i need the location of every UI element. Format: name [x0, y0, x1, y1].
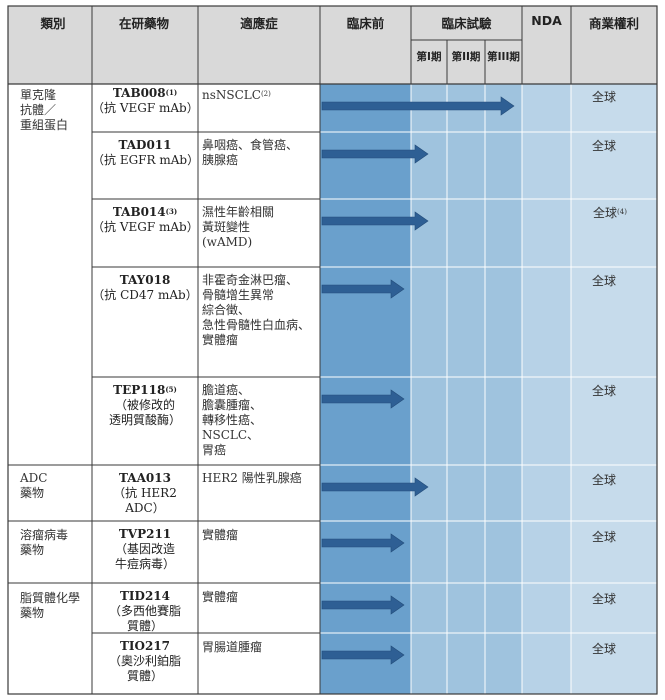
- progress-arrow-tay018: [321, 279, 405, 299]
- indication-tab008: nsNSCLC(2): [202, 88, 271, 102]
- rights-tab014: 全球(4): [593, 206, 627, 220]
- header-category: 類別: [40, 16, 66, 31]
- nda-band: [522, 84, 571, 694]
- progress-arrow-tab014: [321, 211, 429, 231]
- drug-tvp211: TVP211 （基因改造 牛痘病毒）: [114, 527, 175, 571]
- rights-tio217: 全球: [591, 642, 616, 656]
- indication-tad011: 鼻咽癌、食管癌、 胰腺癌: [202, 138, 299, 167]
- progress-arrow-tab008: [321, 96, 515, 116]
- progress-arrow-tep118: [321, 389, 405, 409]
- header-phase-1: 第I期: [416, 51, 442, 63]
- drug-tab014: TAB014(3) （抗 VEGF mAb）: [92, 205, 199, 234]
- progress-arrow-taa013: [321, 477, 429, 497]
- progress-arrow-tad011: [321, 144, 429, 164]
- indication-tid214: 實體瘤: [202, 590, 239, 604]
- rights-tay018: 全球: [591, 274, 616, 288]
- clinical-band: [411, 84, 522, 694]
- category-oncolytic-virus: 溶瘤病毒 藥物: [20, 528, 69, 557]
- preclinical-band: [320, 84, 411, 694]
- drug-tep118: TEP118(5) （被修改的 透明質酸酶）: [108, 383, 181, 427]
- header-indication: 適應症: [240, 16, 278, 31]
- indication-tep118: 膽道癌、 膽囊腫瘤、 轉移性癌、 NSCLC、 胃癌: [202, 383, 263, 457]
- header-preclinical: 臨床前: [346, 16, 385, 31]
- drug-tid214: TID214 （多西他賽脂 質體）: [108, 589, 181, 633]
- rights-taa013: 全球: [591, 473, 616, 487]
- drug-tay018: TAY018 （抗 CD47 mAb）: [92, 273, 198, 302]
- header-commercial-rights: 商業權利: [588, 16, 639, 31]
- rights-tab008: 全球: [591, 90, 616, 104]
- rights-tep118: 全球: [591, 384, 616, 398]
- header-phase-3: 第III期: [487, 51, 520, 63]
- indication-tvp211: 實體瘤: [202, 528, 239, 542]
- category-mab-recombinant-protein: 單克隆 抗體／ 重組蛋白: [20, 88, 69, 132]
- indication-tab014: 濕性年齡相關 黃斑變性 (wAMD): [202, 205, 275, 249]
- indication-tio217: 胃腸道腫瘤: [202, 640, 263, 654]
- category-liposome-chem: 脂質體化學 藥物: [20, 591, 81, 620]
- header-clinical-trials: 臨床試驗: [441, 16, 492, 31]
- rights-band: [571, 84, 657, 694]
- drug-tab008: TAB008(1) （抗 VEGF mAb）: [92, 86, 199, 115]
- progress-arrow-tvp211: [321, 533, 405, 553]
- indication-taa013: HER2 陽性乳腺癌: [202, 471, 302, 485]
- header-nda: NDA: [531, 13, 562, 28]
- progress-arrow-tio217: [321, 645, 405, 665]
- rights-tvp211: 全球: [591, 530, 616, 544]
- drug-taa013: TAA013 （抗 HER2 ADC）: [113, 471, 177, 515]
- header-phase-2: 第II期: [451, 51, 481, 63]
- header-drug: 在研藥物: [118, 16, 169, 31]
- rights-tad011: 全球: [591, 139, 616, 153]
- rights-tid214: 全球: [591, 592, 616, 606]
- category-adc: ADC 藥物: [20, 471, 48, 500]
- table-border: [7, 5, 658, 695]
- indication-tay018: 非霍奇金淋巴瘤、 骨髓增生異常 綜合徵、 急性骨髓性白血病、 實體瘤: [202, 273, 311, 347]
- drug-tad011: TAD011 （抗 EGFR mAb）: [92, 138, 200, 167]
- drug-tio217: TIO217 （奧沙利鉑脂 質體）: [108, 639, 181, 683]
- progress-arrow-tid214: [321, 595, 405, 615]
- header-background: [8, 6, 657, 84]
